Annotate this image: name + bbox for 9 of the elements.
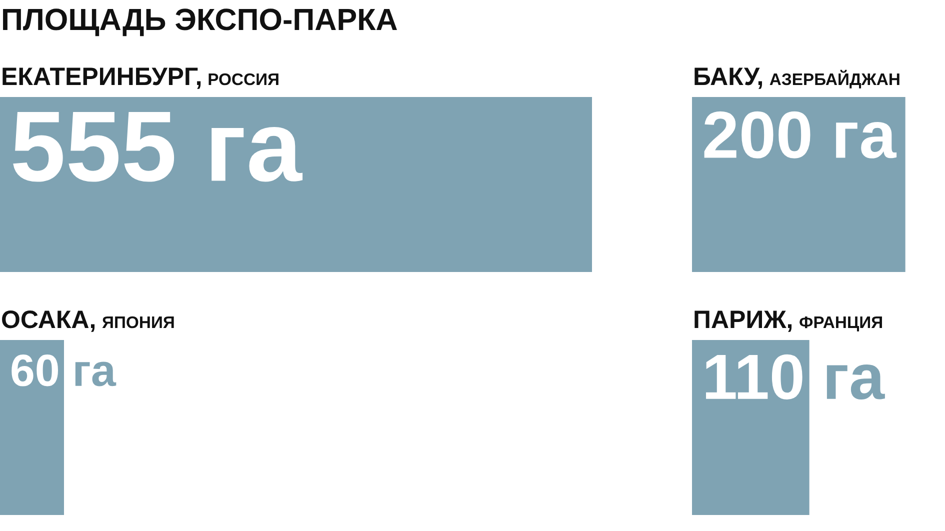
y-tick-label: ЕКАТЕРИНБУРГ, РОССИЯ <box>2 68 278 89</box>
data-label: 110 га <box>706 354 885 400</box>
chart-title: ПЛОЩАДЬ ЭКСПО-ПАРКА <box>3 8 397 36</box>
data-label: 200 га <box>704 111 897 158</box>
y-tick-label: ОСАКА, ЯПОНИЯ <box>2 310 174 332</box>
y-tick-label: ПАРИЖ, ФРАНЦИЯ <box>694 310 882 332</box>
data-label: 60 га <box>12 354 116 386</box>
data-label: 555 га <box>13 112 303 182</box>
y-tick-label: БАКУ, АЗЕРБАЙДЖАН <box>694 68 900 89</box>
